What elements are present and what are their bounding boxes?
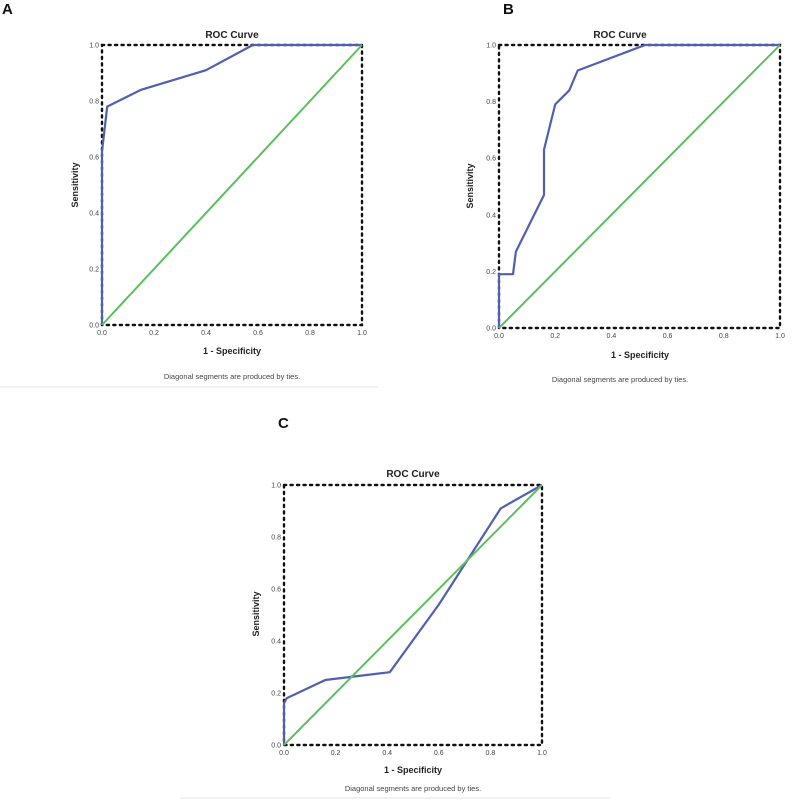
x-tick-label: 0.4 [607, 333, 617, 340]
y-tick-label: 0.0 [271, 743, 281, 750]
y-tick-label: 0.6 [486, 156, 496, 163]
x-tick-label: 0.4 [382, 750, 392, 757]
y-tick-label: 0.4 [486, 212, 496, 219]
plot-frame [497, 43, 782, 330]
x-tick-label: 0.2 [149, 330, 159, 337]
y-axis-label: Sensitivity [465, 163, 475, 208]
x-tick-label: 0.8 [305, 330, 315, 337]
x-tick-label: 1.0 [775, 333, 785, 340]
y-tick-label: 0.6 [89, 155, 99, 162]
x-tick-label: 0.8 [719, 333, 729, 340]
footnote: Diagonal segments are produced by ties. [164, 372, 300, 381]
x-tick-label: 1.0 [537, 750, 547, 757]
x-tick-label: 0.4 [201, 330, 211, 337]
x-axis-label: 1 - Specificity [611, 350, 669, 360]
y-tick-label: 0.4 [271, 639, 281, 646]
panel-label: C [278, 415, 289, 432]
y-tick-label: 0.8 [486, 99, 496, 106]
x-tick-label: 0.8 [486, 750, 496, 757]
y-axis-label: Sensitivity [70, 162, 80, 207]
y-tick-label: 0.0 [486, 326, 496, 333]
footnote: Diagonal segments are produced by ties. [345, 784, 481, 793]
x-tick-label: 0.6 [434, 750, 444, 757]
x-axis-label: 1 - Specificity [384, 765, 442, 775]
reference-line [283, 484, 543, 746]
reference-line [498, 44, 781, 329]
roc-panel-c: C ROC Curve 0.00.0 0.2 0.2 0.4 0.4 0.6 0.6 0.8 0.8… [180, 415, 610, 799]
y-tick-label: 1.0 [271, 483, 281, 490]
roc-curve-line [100, 43, 362, 325]
footnote: Diagonal segments are produced by ties. [552, 375, 688, 384]
chart-title: ROC Curve [593, 30, 647, 41]
panel-label: A [2, 1, 13, 18]
x-tick-label: 0.2 [331, 750, 341, 757]
y-axis-label: Sensitivity [251, 591, 261, 636]
x-tick-label: 1.0 [357, 330, 367, 337]
x-tick-label: 0.0 [97, 330, 107, 337]
x-tick-label: 0.2 [550, 333, 560, 340]
y-tick-label: 0.2 [89, 267, 99, 274]
panel-label: B [503, 1, 514, 18]
chart-title: ROC Curve [205, 30, 259, 41]
chart-title: ROC Curve [386, 469, 440, 480]
y-tick-label: 0.6 [271, 587, 281, 594]
y-tick-label: 1.0 [89, 43, 99, 50]
x-tick-label: 0.0 [279, 750, 289, 757]
y-tick-label: 0.0 [89, 323, 99, 330]
roc-panel-a: A ROC Curve 0.00.0 0.2 0.2 0.4 0.4 0.6 0.6 0.8 0.8… [0, 1, 378, 388]
y-tick-label: 1.0 [486, 43, 496, 50]
x-tick-label: 0.6 [663, 333, 673, 340]
x-tick-label: 0.6 [253, 330, 263, 337]
plot-frame [282, 483, 544, 747]
roc-curve-line [497, 43, 780, 328]
y-tick-label: 0.2 [271, 691, 281, 698]
roc-curve-line [282, 484, 543, 745]
x-tick-label: 0.0 [494, 333, 504, 340]
reference-line [101, 44, 363, 326]
y-tick-label: 0.4 [89, 211, 99, 218]
y-tick-label: 0.8 [271, 535, 281, 542]
roc-panel-b: B ROC Curve 0.00.0 0.2 0.2 0.4 0.4 0.6 0.6 0.8 0.8… [465, 1, 785, 384]
y-tick-label: 0.2 [486, 269, 496, 276]
plot-frame [100, 43, 364, 327]
y-tick-label: 0.8 [89, 99, 99, 106]
x-axis-label: 1 - Specificity [203, 346, 261, 356]
